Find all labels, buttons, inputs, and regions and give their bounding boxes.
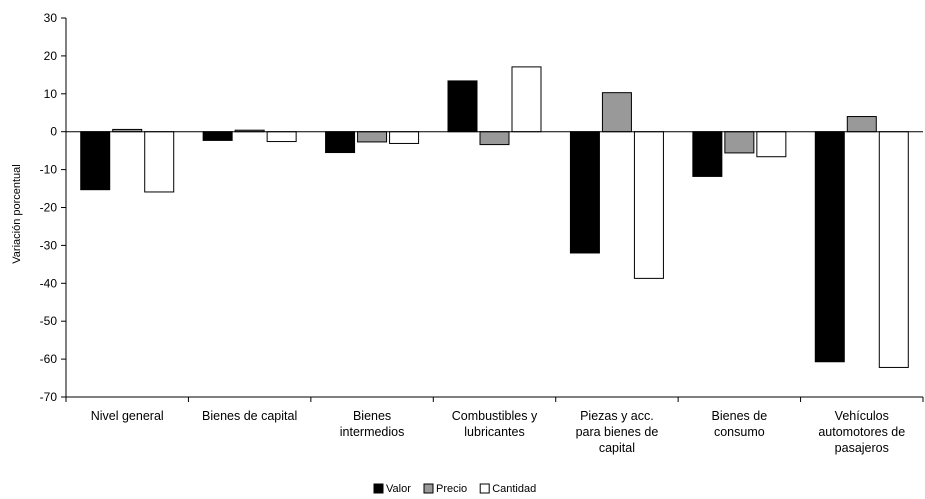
y-tick-label: -50 — [40, 314, 58, 328]
y-tick-label: -20 — [40, 201, 58, 215]
y-axis-label: Variación porcentual — [11, 164, 23, 263]
bar-precio — [357, 131, 388, 143]
bar-precio — [846, 116, 877, 133]
category-label: consumo — [714, 425, 765, 439]
legend-swatch-precio — [423, 483, 434, 494]
y-tick-label: 10 — [44, 87, 58, 101]
bar-precio — [479, 131, 510, 146]
category-label: Vehículos — [835, 409, 889, 423]
category-label: Nivel general — [91, 409, 164, 423]
y-tick-label: -10 — [40, 163, 58, 177]
bar-cantidad — [144, 131, 175, 193]
category-label: capital — [599, 441, 635, 455]
category-label: pasajeros — [835, 441, 889, 455]
bar-cantidad — [389, 131, 420, 144]
category-label: Bienes de capital — [202, 409, 297, 423]
category-label: intermedios — [340, 425, 405, 439]
y-tick-label: -40 — [40, 276, 58, 290]
category-labels: Nivel general Bienes de capital Bienes inte… — [91, 409, 906, 455]
legend-label-valor: Valor — [386, 483, 411, 495]
y-tick-label: -30 — [40, 238, 58, 252]
category-label: Bienes de — [712, 409, 768, 423]
bar-precio — [601, 92, 632, 133]
y-tick-label: 20 — [44, 49, 58, 63]
legend-swatch-valor — [373, 483, 384, 494]
y-tick-label: -70 — [40, 390, 58, 404]
bar-cantidad — [633, 131, 664, 279]
bar-precio — [724, 131, 755, 154]
legend-swatch-cantidad — [479, 483, 490, 494]
y-axis-ticks: 30 20 10 0 -10 -20 -30 -40 -50 -60 -70 — [40, 11, 66, 404]
bars — [80, 66, 909, 368]
y-tick-label: -60 — [40, 352, 58, 366]
bar-valor — [814, 131, 845, 363]
bar-valor — [202, 131, 233, 141]
bar-valor — [80, 131, 111, 191]
bar-cantidad — [756, 131, 787, 158]
category-label: Bienes — [353, 409, 391, 423]
bar-valor — [447, 80, 478, 133]
legend-label-cantidad: Cantidad — [492, 483, 536, 495]
category-label: Piezas y acc. — [580, 409, 654, 423]
bar-valor — [692, 131, 723, 177]
bar-cantidad — [878, 131, 909, 368]
bar-cantidad — [266, 131, 297, 143]
y-tick-label: 30 — [44, 11, 58, 25]
category-label: lubricantes — [464, 425, 524, 439]
y-tick-label: 0 — [50, 125, 57, 139]
category-label: para bienes de — [576, 425, 659, 439]
category-label: automotores de — [818, 425, 905, 439]
legend-label-precio: Precio — [436, 483, 467, 495]
category-label: Combustibles y — [452, 409, 538, 423]
legend: Valor Precio Cantidad — [373, 483, 536, 495]
bar-valor — [569, 131, 600, 254]
bar-cantidad — [511, 66, 542, 133]
bar-valor — [325, 131, 356, 154]
axes — [65, 18, 924, 402]
